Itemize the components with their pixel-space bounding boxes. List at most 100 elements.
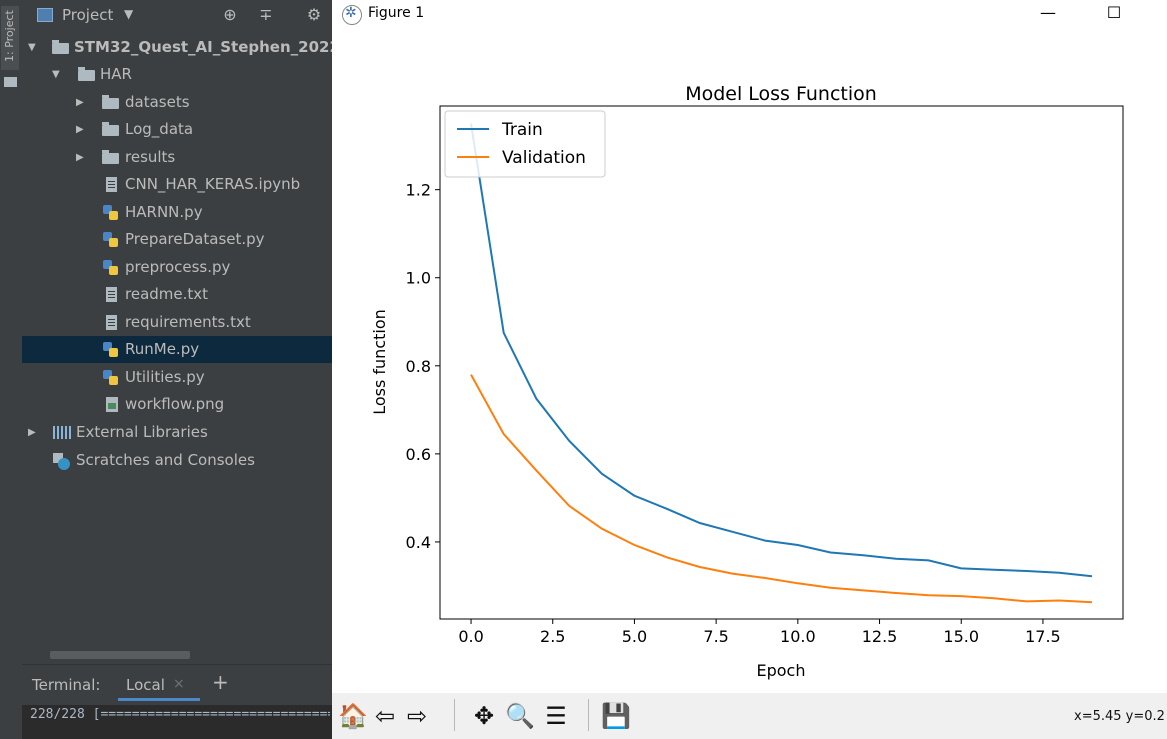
window-titlebar: Figure 1 — ☐ — [332, 0, 1167, 30]
tree-item-workflow[interactable]: workflow.png — [22, 391, 332, 418]
forward-arrow-icon[interactable]: ⇨ — [406, 702, 428, 730]
tree-item-readme[interactable]: readme.txt — [22, 281, 332, 308]
back-arrow-icon[interactable]: ⇦ — [374, 702, 396, 730]
cursor-coordinates: x=5.45 y=0.2 — [1074, 709, 1165, 724]
legend-label: Train — [501, 120, 543, 140]
x-axis-ticks: 0.0 2.5 5.0 7.5 10.0 12.5 15.0 17.5 — [458, 619, 1061, 646]
project-view-icon — [37, 8, 53, 22]
text-file-icon — [106, 287, 117, 302]
figure-window: Figure 1 — ☐ Model Loss Function Epoch L… — [332, 0, 1167, 739]
series-line-train — [470, 123, 1093, 578]
scratch-icon — [53, 453, 71, 471]
configure-subplots-icon[interactable]: ☰ — [545, 702, 567, 730]
tree-item-log-data[interactable]: ▶ Log_data — [22, 116, 332, 143]
legend-label: Validation — [502, 148, 586, 168]
tree-item-scratches[interactable]: Scratches and Consoles — [22, 447, 332, 474]
project-view-selector[interactable]: Project — [62, 6, 114, 24]
legend-box — [444, 110, 606, 178]
navigation-toolbar: 🏠 ⇦ ⇨ ✥ 🔍 ☰ 💾 x=5.45 y=0.2 — [332, 693, 1167, 739]
home-icon[interactable]: 🏠 — [338, 702, 368, 730]
y-tick-label: 0.4 — [406, 533, 431, 552]
x-tick-label: 2.5 — [540, 627, 565, 646]
terminal-label: Terminal: — [32, 676, 101, 694]
y-axis-label: Loss function — [370, 309, 389, 415]
tree-item-label: readme.txt — [125, 285, 209, 303]
image-file-icon — [106, 397, 118, 412]
tree-item-label: datasets — [125, 93, 190, 111]
tree-item-label: RunMe.py — [125, 340, 200, 358]
matplotlib-logo-icon — [342, 5, 362, 25]
terminal-panel: Terminal: Local × + 228/228 [===========… — [22, 664, 332, 739]
tree-item-requirements[interactable]: requirements.txt — [22, 309, 332, 336]
tree-item-label: workflow.png — [125, 395, 225, 413]
x-tick-label: 5.0 — [622, 627, 647, 646]
tree-item-preprocess[interactable]: preprocess.py — [22, 254, 332, 281]
project-tool-tab[interactable]: 1: Project — [1, 6, 19, 70]
tree-item-label: HARNN.py — [125, 203, 203, 221]
tree-item-har[interactable]: ▼ HAR — [22, 61, 332, 88]
y-tick-label: 1.2 — [406, 181, 431, 200]
minimize-button[interactable]: — — [1040, 3, 1056, 22]
tree-item-label: requirements.txt — [125, 313, 251, 331]
x-tick-label: 0.0 — [458, 627, 483, 646]
locate-icon[interactable]: ⊕ — [223, 5, 237, 24]
tree-item-label: results — [125, 148, 176, 166]
x-tick-label: 10.0 — [780, 627, 816, 646]
x-tick-label: 15.0 — [943, 627, 979, 646]
tree-item-harnn[interactable]: HARNN.py — [22, 199, 332, 226]
python-file-icon — [103, 260, 119, 276]
x-axis-label: Epoch — [757, 661, 806, 680]
loss-chart[interactable]: Model Loss Function Epoch Loss function … — [332, 30, 1167, 693]
tree-item-label: preprocess.py — [125, 258, 231, 276]
chevron-down-icon[interactable]: ▼ — [124, 7, 134, 21]
chart-title: Model Loss Function — [685, 83, 877, 105]
maximize-button[interactable]: ☐ — [1106, 3, 1122, 22]
save-icon[interactable]: 💾 — [601, 702, 631, 730]
tree-item-label: STM32_Quest_AI_Stephen_2022 — [74, 38, 340, 56]
x-tick-label: 7.5 — [703, 627, 728, 646]
add-icon[interactable]: + — [212, 670, 229, 694]
folder-icon — [102, 122, 119, 136]
gear-icon[interactable]: ⚙ — [306, 5, 322, 24]
plot-area — [439, 105, 1124, 620]
y-axis-ticks: 0.4 0.6 0.8 1.0 1.2 — [406, 181, 440, 552]
tree-item-external-libraries[interactable]: ▶ External Libraries — [22, 419, 332, 446]
library-icon — [53, 426, 71, 439]
tree-item-label: External Libraries — [76, 423, 208, 441]
pan-icon[interactable]: ✥ — [473, 702, 495, 730]
tree-item-root[interactable]: ▼ STM32_Quest_AI_Stephen_2022 — [22, 34, 340, 61]
tree-item-label: HAR — [100, 65, 132, 83]
python-file-icon — [103, 232, 119, 248]
terminal-tab-local[interactable]: Local — [126, 676, 165, 694]
python-file-icon — [103, 370, 119, 386]
python-file-icon — [103, 342, 119, 358]
tree-item-runme[interactable]: RunMe.py — [22, 336, 332, 363]
tree-item-label: Scratches and Consoles — [76, 451, 255, 469]
folder-icon — [102, 95, 119, 109]
tree-item-results[interactable]: ▶ results — [22, 144, 332, 171]
horizontal-scrollbar[interactable] — [50, 651, 190, 659]
x-tick-label: 12.5 — [862, 627, 898, 646]
zoom-icon[interactable]: 🔍 — [505, 702, 535, 730]
chevron-right-icon[interactable]: ▶ — [28, 427, 36, 438]
collapse-all-icon[interactable]: ∓ — [259, 5, 273, 24]
toolbar-separator — [588, 699, 589, 731]
close-icon[interactable]: × — [173, 676, 185, 692]
tree-item-notebook[interactable]: CNN_HAR_KERAS.ipynb — [22, 171, 332, 198]
tree-item-label: Utilities.py — [125, 368, 205, 386]
legend: Train Validation — [444, 110, 606, 178]
terminal-output[interactable]: 228/228 [===============================… — [30, 707, 330, 722]
chevron-down-icon[interactable]: ▼ — [52, 69, 60, 80]
chevron-down-icon[interactable]: ▼ — [28, 42, 36, 53]
tree-item-datasets[interactable]: ▶ datasets — [22, 89, 332, 116]
tree-item-utilities[interactable]: Utilities.py — [22, 364, 332, 391]
project-panel-header: Project ▼ ⊕ ∓ ⚙ — [22, 0, 332, 32]
chevron-right-icon[interactable]: ▶ — [76, 97, 84, 108]
tree-item-preparedataset[interactable]: PrepareDataset.py — [22, 226, 332, 253]
series-lines — [470, 123, 1093, 604]
active-tab-indicator — [118, 698, 200, 701]
y-tick-label: 1.0 — [406, 269, 431, 288]
chevron-right-icon[interactable]: ▶ — [76, 124, 84, 135]
chevron-right-icon[interactable]: ▶ — [76, 152, 84, 163]
tree-item-label: Log_data — [125, 120, 194, 138]
